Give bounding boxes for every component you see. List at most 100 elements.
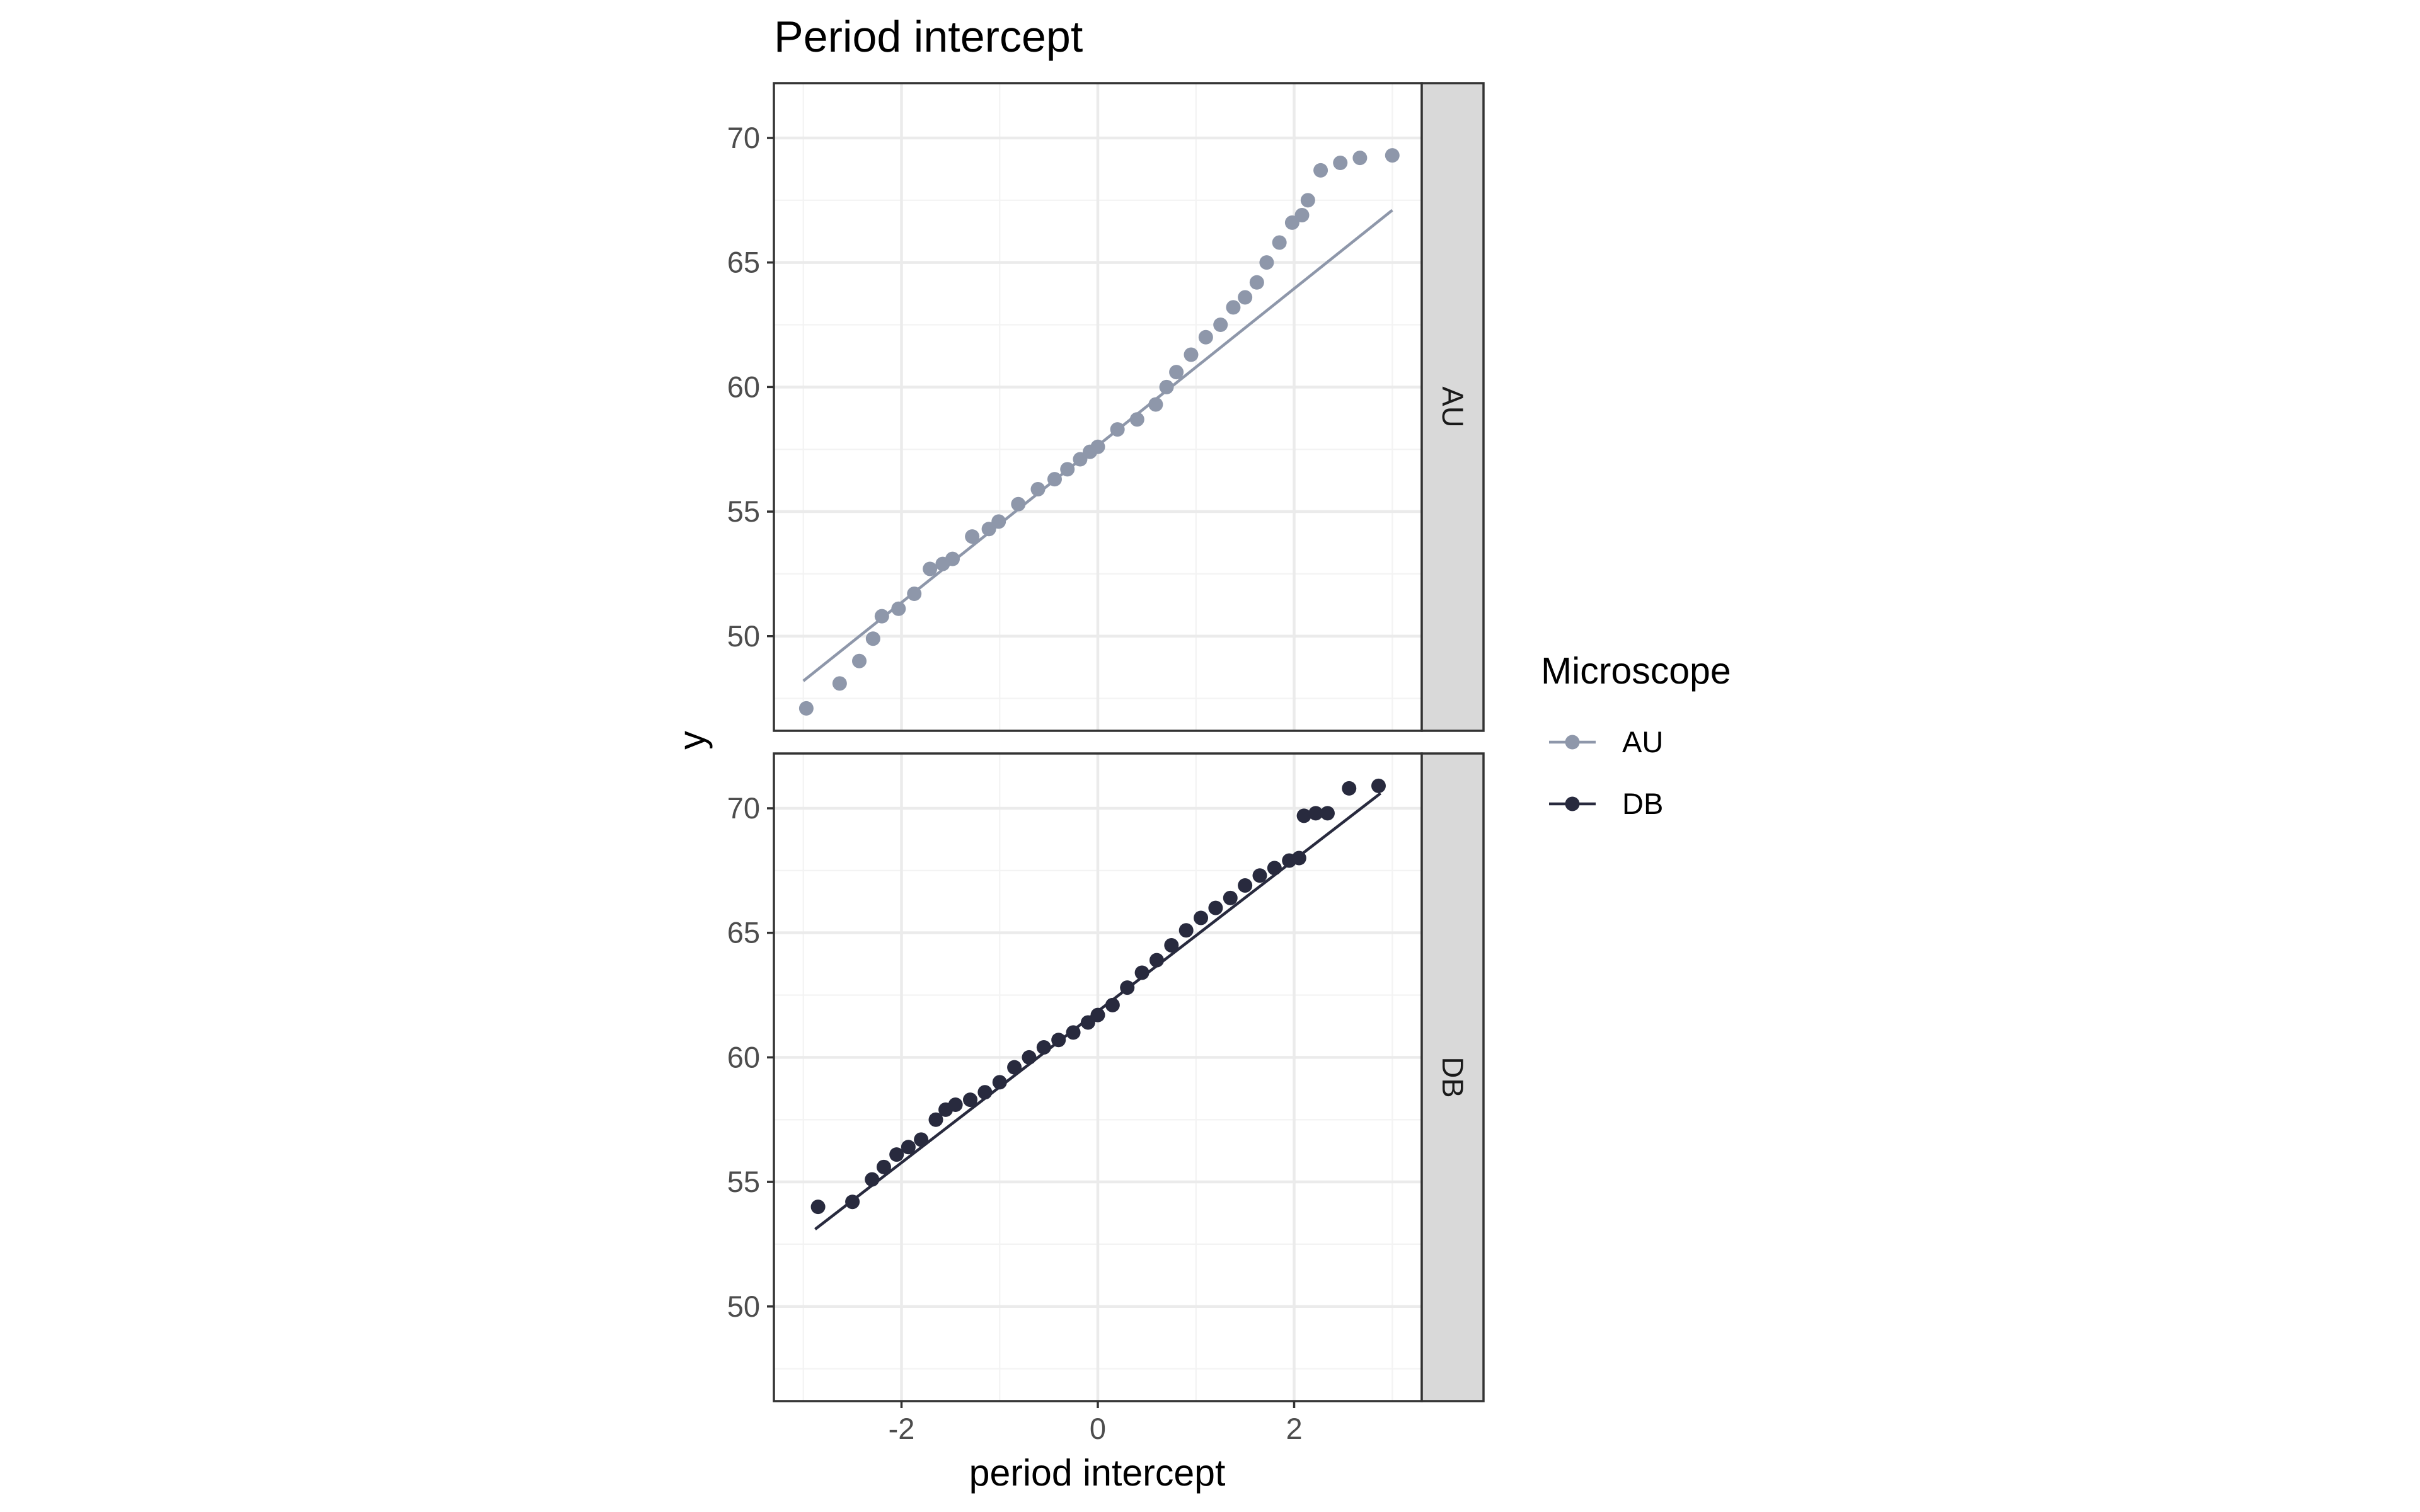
x-tick-label: 0 [1090, 1412, 1106, 1445]
facet-strip [1420, 752, 1485, 1402]
data-point [1073, 452, 1088, 467]
data-point [981, 522, 996, 537]
data-point [1110, 422, 1125, 437]
data-point [1333, 156, 1348, 171]
data-point [798, 701, 814, 716]
data-point [1011, 496, 1026, 512]
data-point [1226, 300, 1241, 315]
data-point [1238, 878, 1253, 893]
data-point [948, 1097, 963, 1112]
data-point [1030, 481, 1046, 496]
y-tick-label: 60 [727, 370, 760, 403]
y-tick-label: 50 [727, 619, 760, 653]
data-point [1198, 329, 1213, 345]
data-point [865, 1172, 880, 1187]
data-point [901, 1140, 916, 1155]
data-point [928, 1112, 943, 1127]
data-point [1342, 781, 1357, 796]
x-tick-label: 2 [1286, 1412, 1302, 1445]
data-point [1134, 965, 1150, 980]
data-point [1272, 235, 1287, 250]
data-point [1149, 953, 1164, 968]
data-point [845, 1194, 860, 1210]
data-point [1267, 861, 1282, 876]
data-point [874, 609, 889, 624]
y-tick-label: 65 [727, 916, 760, 949]
y-tick-label: 50 [727, 1290, 760, 1323]
data-point [1090, 439, 1105, 454]
data-point [1291, 850, 1306, 866]
legend-title: Microscope [1541, 650, 1731, 692]
data-point [1238, 290, 1253, 305]
data-point [1090, 1007, 1105, 1022]
data-point [1300, 193, 1315, 208]
legend-label: DB [1622, 787, 1663, 820]
data-point [1060, 462, 1075, 477]
data-point [1022, 1050, 1037, 1065]
data-point [992, 1075, 1007, 1090]
data-point [1105, 997, 1120, 1012]
data-point [1320, 806, 1335, 821]
data-point [1169, 365, 1184, 380]
data-point [965, 529, 980, 544]
data-point [889, 1147, 904, 1162]
facet-panel-au: AU 50 55 60 65 70 [727, 82, 1485, 732]
data-point [852, 653, 867, 668]
facet-panel-db: DB 50 55 60 65 70 -2 0 2 [727, 752, 1485, 1445]
data-point [1120, 980, 1135, 995]
data-point [1213, 318, 1228, 333]
facet-strip-label: DB [1436, 1057, 1470, 1097]
data-point [1352, 151, 1368, 166]
y-tick-label: 70 [727, 121, 760, 154]
data-point [1294, 208, 1310, 223]
legend-entry-db: DB [1549, 787, 1663, 820]
data-point [1047, 472, 1062, 487]
data-point [1184, 347, 1199, 362]
data-point [1178, 923, 1194, 938]
facet-strip-label: AU [1436, 386, 1470, 427]
y-axis-title: y [671, 731, 713, 750]
facet-strip [1420, 82, 1485, 732]
data-point [810, 1200, 826, 1215]
data-point [1080, 1015, 1095, 1030]
y-tick-label: 55 [727, 495, 760, 528]
data-point [1249, 275, 1264, 290]
y-tick-label: 65 [727, 246, 760, 279]
data-point [1313, 163, 1328, 178]
data-point [977, 1085, 993, 1100]
data-point [1148, 397, 1163, 412]
chart-title: Period intercept [774, 12, 1083, 61]
data-point [1159, 379, 1174, 394]
data-point [832, 676, 847, 691]
legend-label: AU [1622, 725, 1663, 759]
data-point [1371, 778, 1386, 793]
data-point [923, 561, 938, 576]
legend-key-point [1565, 735, 1580, 750]
data-point [865, 631, 880, 646]
y-tick-label: 60 [727, 1040, 760, 1074]
data-point [1252, 868, 1267, 883]
data-point [991, 514, 1006, 529]
data-point [1007, 1060, 1022, 1075]
data-point [876, 1159, 891, 1174]
y-tick-label: 70 [727, 791, 760, 825]
data-point [1066, 1025, 1081, 1040]
data-point [1308, 806, 1323, 821]
legend-key-point [1565, 796, 1580, 811]
data-point [907, 587, 922, 602]
data-point [1259, 255, 1274, 270]
x-tick-label: -2 [889, 1412, 915, 1445]
data-point [1051, 1033, 1066, 1048]
data-point [1194, 910, 1209, 925]
data-point [1284, 215, 1299, 230]
legend-entry-au: AU [1549, 725, 1663, 759]
data-point [1164, 937, 1179, 953]
data-point [1208, 900, 1223, 915]
legend: Microscope AU DB [1541, 650, 1731, 820]
data-point [914, 1132, 929, 1147]
data-point [1385, 148, 1400, 163]
x-axis-title: period intercept [969, 1452, 1226, 1494]
data-point [1036, 1040, 1051, 1055]
data-point [1223, 890, 1238, 905]
